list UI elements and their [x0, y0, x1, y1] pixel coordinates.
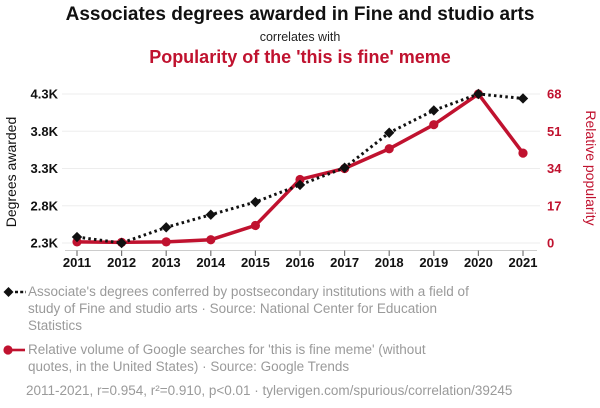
legend-item-popularity: Relative volume of Google searches for '… — [2, 341, 562, 375]
left-tick-label: 2.3K — [31, 236, 59, 251]
legend-item-degrees: Associate's degrees conferred by postsec… — [2, 283, 562, 334]
x-tick-label: 2017 — [330, 255, 359, 270]
x-tick-label: 2012 — [107, 255, 136, 270]
circle-marker — [206, 235, 216, 245]
x-tick-label: 2019 — [419, 255, 448, 270]
diamond-marker — [384, 127, 395, 138]
circle-marker — [384, 144, 394, 154]
left-axis-title: Degrees awarded — [3, 117, 19, 228]
right-axis-title: Relative popularity — [583, 110, 599, 225]
x-tick-label: 2020 — [464, 255, 493, 270]
circle-marker — [518, 148, 528, 158]
diamond-marker — [517, 93, 529, 104]
x-tick-label: 2014 — [196, 255, 226, 270]
right-tick-label: 17 — [547, 198, 561, 213]
dual-axis-line-chart: 2011 2012 2013 2014 2015 2016 2017 2018 2019 2020… — [3, 87, 599, 271]
black-dashed-diamond-icon — [3, 287, 26, 297]
chart-title: Associates degrees awarded in Fine and s… — [65, 4, 535, 25]
diamond-marker — [250, 196, 261, 208]
right-tick-label: 34 — [547, 161, 562, 176]
series-line-0 — [76, 92, 524, 245]
stats-footer: 2011-2021, r=0.954, r²=0.910, p<0.01 · t… — [26, 383, 513, 398]
x-tick-label: 2013 — [152, 255, 181, 270]
correlates-with-text: correlates with — [259, 30, 341, 44]
diamond-marker — [161, 222, 172, 233]
legend: Associate's degrees conferred by postsec… — [2, 283, 562, 399]
x-tick-label: 2016 — [286, 255, 315, 270]
left-tick-label: 4.3K — [31, 87, 59, 102]
diamond-marker — [71, 231, 83, 243]
circle-marker — [161, 237, 171, 247]
legend-label-popularity: Relative volume of Google searches for '… — [28, 342, 426, 374]
left-tick-label: 3.3K — [31, 161, 59, 176]
diamond-marker — [294, 179, 306, 191]
x-tick-label: 2021 — [509, 255, 538, 270]
correlate-variable-title: Popularity of the 'this is fine' meme — [149, 47, 451, 67]
right-tick-label: 68 — [547, 87, 561, 102]
left-tick-label: 3.8K — [31, 124, 59, 139]
diamond-marker — [339, 162, 350, 173]
diamond-marker — [116, 237, 127, 249]
red-solid-circle-icon — [3, 345, 25, 355]
right-tick-label: 51 — [547, 124, 561, 139]
circle-marker — [429, 120, 439, 130]
x-tick-label: 2011 — [63, 255, 91, 270]
diamond-marker — [428, 105, 439, 116]
legend-label-degrees: Associate's degrees conferred by postsec… — [28, 284, 469, 333]
circle-marker — [250, 220, 260, 231]
circle-marker — [295, 174, 305, 185]
x-tick-label: 2018 — [375, 255, 404, 270]
left-tick-label: 2.8K — [31, 198, 59, 213]
x-tick-label: 2015 — [241, 255, 270, 270]
right-tick-label: 0 — [547, 236, 554, 251]
diamond-marker — [473, 88, 484, 100]
diamond-marker — [205, 209, 216, 220]
